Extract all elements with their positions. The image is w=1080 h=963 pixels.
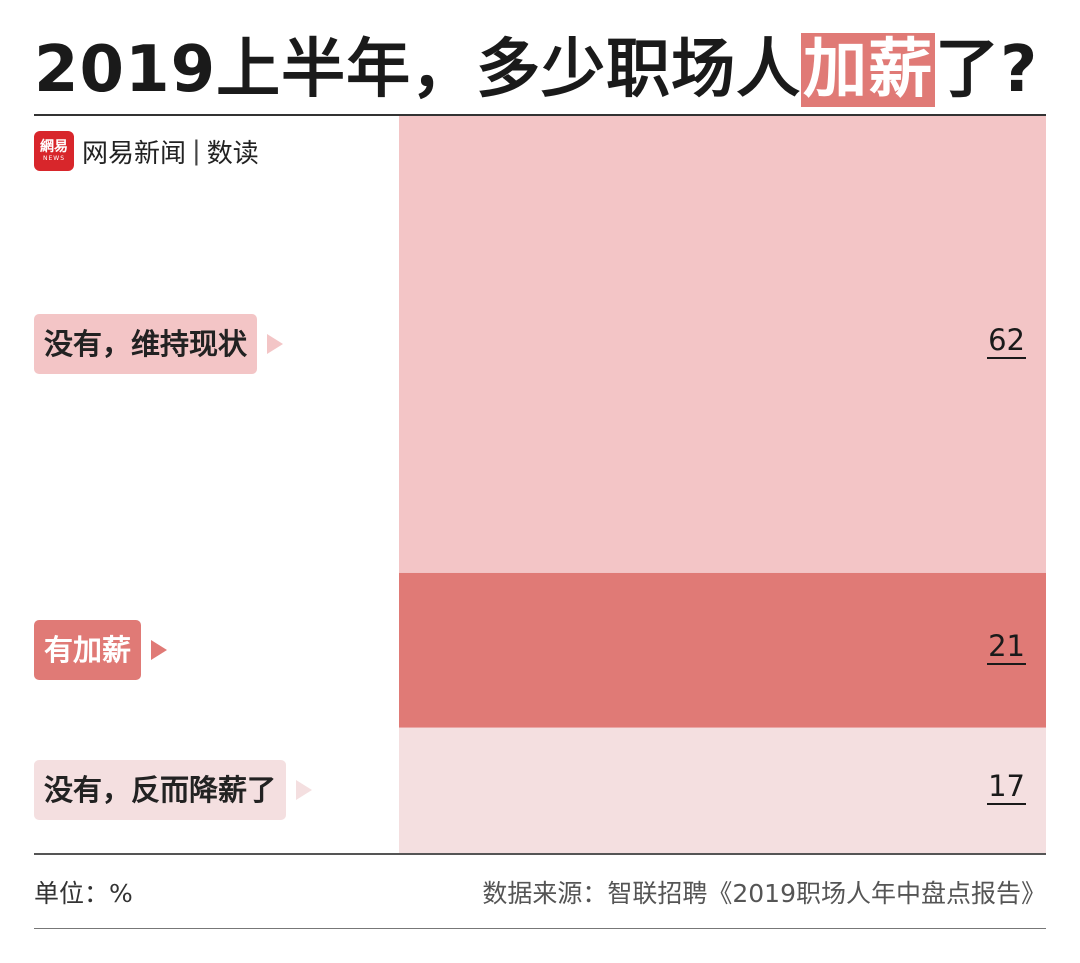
logo-subtext: NEWS xyxy=(42,155,66,162)
value-label-1: 62 xyxy=(987,323,1026,360)
bar-segment-3 xyxy=(399,727,1046,853)
pointer-arrow-icon xyxy=(296,780,312,801)
brand-name: 网易新闻 xyxy=(82,138,187,169)
brand-separator: | xyxy=(192,136,201,166)
title-highlight: 加薪 xyxy=(801,33,936,107)
chart-title: 2019上半年，多少职场人加薪了? xyxy=(34,28,1038,112)
bar-segment-1 xyxy=(399,116,1046,573)
brand-sub: 数读 xyxy=(206,138,259,169)
value-label-3: 17 xyxy=(987,769,1026,806)
brand: 網易 NEWS 网易新闻 | 数读 xyxy=(34,131,259,171)
unit-label: 单位：% xyxy=(34,879,133,908)
pointer-arrow-icon xyxy=(267,334,283,355)
bottom-divider xyxy=(34,853,1046,855)
bar-segment-2 xyxy=(399,572,1046,728)
logo-text: 網易 xyxy=(40,139,68,155)
category-label-1: 没有，维持现状 xyxy=(34,314,258,375)
netease-news-logo: 網易 NEWS xyxy=(34,131,74,171)
footer-divider xyxy=(34,928,1046,929)
category-label-2: 有加薪 xyxy=(34,620,142,681)
top-divider xyxy=(34,114,1046,116)
source-label: 数据来源：智联招聘《2019职场人年中盘点报告》 xyxy=(482,879,1046,908)
title-post: 了? xyxy=(935,33,1039,107)
category-label-3: 没有，反而降薪了 xyxy=(34,760,287,821)
value-label-2: 21 xyxy=(987,629,1026,666)
pointer-arrow-icon xyxy=(151,640,167,661)
title-pre: 2019上半年，多少职场人 xyxy=(34,33,802,107)
